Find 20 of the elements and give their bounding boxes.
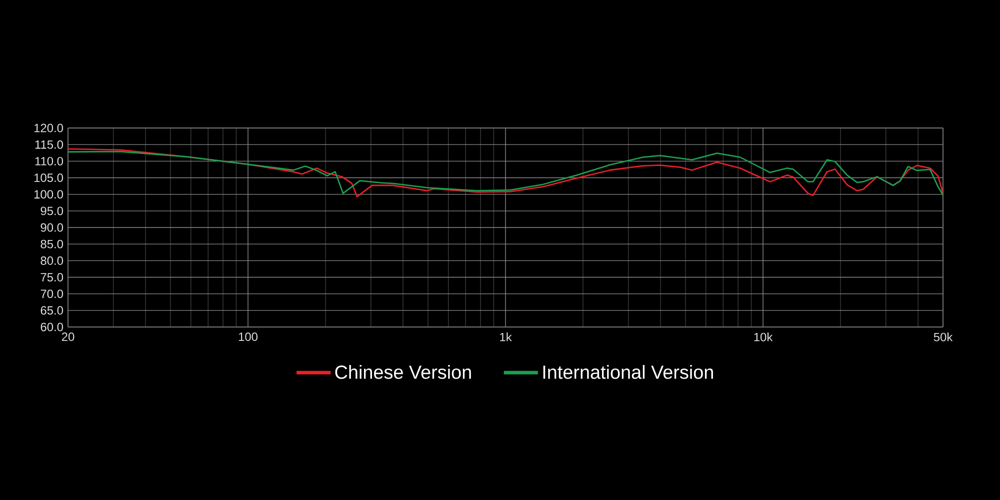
y-tick-label: 75.0 xyxy=(40,273,64,282)
x-tick-label: 100 xyxy=(238,332,258,341)
y-tick-label: 80.0 xyxy=(40,256,64,265)
legend-label: Chinese Version xyxy=(335,365,471,379)
x-tick-label: 20 xyxy=(62,332,74,341)
y-tick-label: 60.0 xyxy=(40,322,64,332)
y-tick-label: 105.0 xyxy=(34,174,64,182)
y-tick-label: 110.0 xyxy=(35,156,64,166)
y-tick-label: 90.0 xyxy=(40,223,64,232)
y-tick-label: 115.0 xyxy=(35,140,64,149)
y-tick-label: 100.0 xyxy=(34,190,64,199)
x-tick-label: 1k xyxy=(500,332,512,342)
x-tick-label: 50k xyxy=(934,332,953,342)
legend-label: International Version xyxy=(543,365,713,379)
y-tick-label: 65.0 xyxy=(40,306,64,315)
x-tick-label: 10k xyxy=(754,332,773,342)
y-tick-label: 85.0 xyxy=(40,240,64,248)
y-tick-label: 120.0 xyxy=(34,124,64,132)
y-tick-label: 70.0 xyxy=(40,290,64,298)
y-tick-label: 95.0 xyxy=(40,206,64,216)
